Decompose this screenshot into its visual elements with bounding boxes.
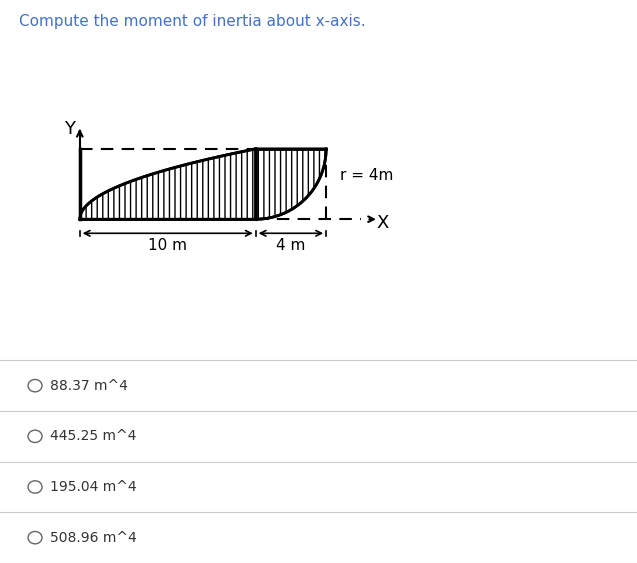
Text: Compute the moment of inertia about x-axis.: Compute the moment of inertia about x-ax… bbox=[19, 14, 366, 29]
Polygon shape bbox=[255, 149, 326, 219]
Text: 195.04 m^4: 195.04 m^4 bbox=[50, 480, 136, 494]
Text: 10 m: 10 m bbox=[148, 238, 187, 253]
Polygon shape bbox=[80, 149, 255, 219]
Text: 4 m: 4 m bbox=[276, 238, 306, 253]
Text: Y: Y bbox=[64, 120, 75, 138]
Text: 445.25 m^4: 445.25 m^4 bbox=[50, 430, 136, 443]
Text: X: X bbox=[376, 214, 389, 232]
Text: 88.37 m^4: 88.37 m^4 bbox=[50, 379, 127, 392]
Text: 508.96 m^4: 508.96 m^4 bbox=[50, 531, 136, 544]
Text: r = 4m: r = 4m bbox=[340, 168, 394, 183]
